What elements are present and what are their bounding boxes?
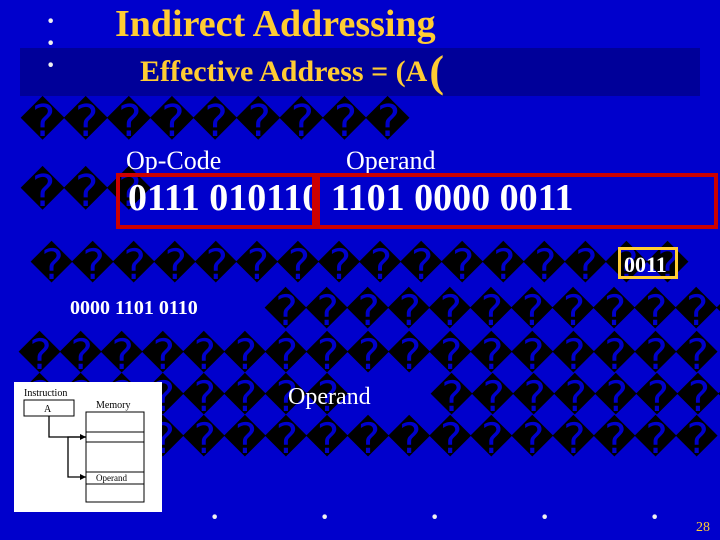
diagram-memory-label: Memory: [96, 400, 130, 411]
operand-box: [316, 173, 718, 229]
glyph-row-1: ���������: [20, 96, 408, 147]
operand-top-label: Operand: [346, 146, 436, 176]
diagram-a-label: A: [44, 404, 52, 415]
open-paren: (: [429, 59, 444, 85]
diagram-operand-label: Operand: [96, 473, 127, 483]
memory-diagram: Instruction A Memory Operand: [14, 382, 162, 512]
decor-dot: ·: [430, 502, 439, 534]
operand-mid-label: Operand: [288, 384, 371, 411]
decor-dot: ·: [320, 502, 329, 534]
small-address-bits: 0000 1101 0110: [70, 297, 198, 320]
subtitle-text: Effective Address = (A: [140, 55, 427, 89]
yellow-highlight-box: [618, 247, 678, 279]
decor-dot: ·: [540, 502, 549, 534]
decor-dot: ·: [210, 502, 219, 534]
glyph-row-4: �������������: [264, 286, 720, 336]
diagram-instruction-label: Instruction: [24, 388, 67, 399]
decor-dot: ·: [650, 502, 659, 534]
subtitle-banner: Effective Address = (A (: [20, 48, 700, 96]
page-title: Indirect Addressing: [115, 2, 436, 46]
opcode-box: [116, 173, 316, 229]
decor-dot: ·: [46, 50, 55, 82]
glyph-row-3: ����������������: [30, 240, 687, 290]
page-number: 28: [696, 520, 710, 536]
